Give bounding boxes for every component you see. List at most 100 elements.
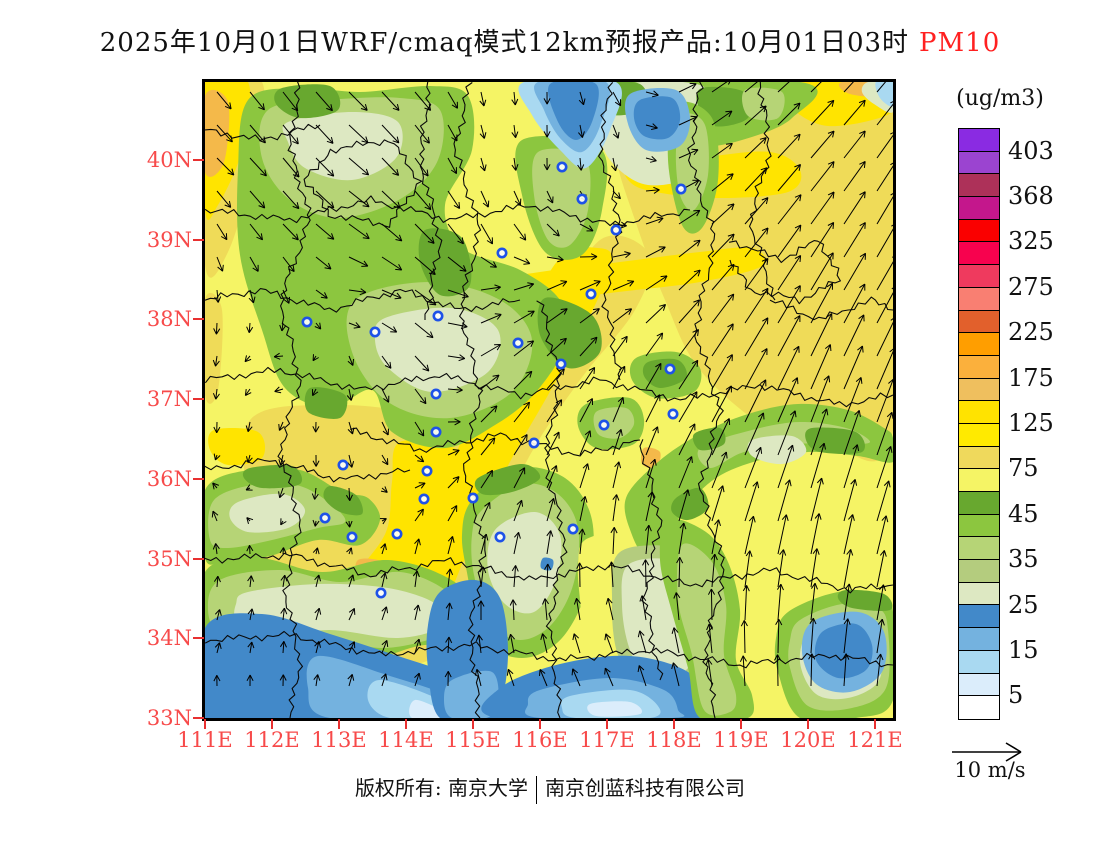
colorbar-segment	[959, 492, 999, 515]
colorbar-segment	[959, 310, 999, 334]
contour-region	[642, 358, 687, 389]
colorbar-tick-label: 175	[1008, 363, 1054, 392]
city-marker	[567, 523, 579, 535]
colorbar-tick-label: 368	[1008, 182, 1054, 211]
lon-tick	[606, 719, 608, 729]
colorbar-segment	[959, 333, 999, 356]
admin-boundary	[350, 427, 641, 457]
lat-tick	[193, 717, 204, 719]
contour-region	[593, 407, 635, 439]
lon-label: 111E	[177, 728, 233, 752]
admin-boundary	[205, 458, 411, 483]
footer-divider	[536, 775, 538, 804]
contour-region	[747, 435, 807, 465]
colorbar-tick-label: 75	[1008, 454, 1039, 483]
contour-region	[205, 89, 230, 177]
colorbar-tick-label: 45	[1008, 499, 1039, 528]
city-marker	[512, 337, 524, 349]
lat-label: 38N	[146, 307, 192, 331]
city-marker	[319, 512, 331, 524]
colorbar-segment	[959, 219, 999, 243]
lon-label: 114E	[378, 728, 434, 752]
lat-label: 36N	[146, 467, 192, 491]
admin-boundary	[303, 139, 423, 228]
city-marker	[496, 247, 508, 259]
colorbar-segment	[959, 605, 999, 629]
admin-boundary	[728, 240, 841, 305]
colorbar-segment	[959, 673, 999, 697]
lon-label: 118E	[646, 728, 702, 752]
colorbar-segment	[959, 514, 999, 538]
city-marker	[555, 358, 567, 370]
lat-tick	[193, 159, 204, 161]
lon-label: 112E	[244, 728, 300, 752]
admin-boundary	[205, 195, 691, 227]
colorbar-tick-label: 35	[1008, 545, 1039, 574]
city-marker	[432, 310, 444, 322]
contour-region	[532, 148, 591, 248]
lon-label: 113E	[311, 728, 367, 752]
colorbar-tick-label: 5	[1008, 681, 1024, 710]
lat-label: 35N	[146, 547, 192, 571]
lon-label: 121E	[847, 728, 903, 752]
city-marker	[301, 316, 313, 328]
colorbar-segment	[959, 242, 999, 266]
colorbar-segment	[959, 197, 999, 220]
lon-label: 117E	[579, 728, 635, 752]
lon-tick	[874, 719, 876, 729]
city-marker	[667, 408, 679, 420]
city-marker	[576, 193, 588, 205]
title-text: 2025年10月01日WRF/cmaq模式12km预报产品:10月01日03时	[99, 28, 910, 58]
contour-region	[274, 84, 341, 119]
lon-tick	[405, 719, 407, 729]
colorbar-segment	[959, 378, 999, 402]
city-marker	[585, 288, 597, 300]
lon-tick	[539, 719, 541, 729]
contour-region	[537, 297, 602, 369]
colorbar-segment	[959, 560, 999, 583]
page-title: 2025年10月01日WRF/cmaq模式12km预报产品:10月01日03时 P…	[0, 22, 1100, 59]
city-marker	[346, 531, 358, 543]
contour-region	[587, 701, 643, 717]
colorbar-segment	[959, 401, 999, 424]
colorbar-tick-label: 325	[1008, 227, 1054, 256]
colorbar-tick-label: 275	[1008, 272, 1054, 301]
colorbar-tick-label: 225	[1008, 318, 1054, 347]
city-marker	[375, 587, 387, 599]
wind-vector-field	[211, 82, 893, 687]
lon-label: 119E	[713, 728, 769, 752]
copyright-footer: 版权所有: 南京大学 南京创蓝科技有限公司	[0, 772, 1100, 804]
contour-region	[374, 307, 501, 393]
city-marker	[421, 465, 433, 477]
admin-boundary	[536, 300, 568, 718]
lon-tick	[271, 719, 273, 729]
lon-tick	[472, 719, 474, 729]
copyright-right: 南京创蓝科技有限公司	[545, 776, 746, 800]
contour-region	[741, 87, 785, 121]
colorbar-segment	[959, 469, 999, 492]
lat-tick	[193, 478, 204, 480]
admin-boundary	[205, 366, 893, 408]
lat-tick	[193, 398, 204, 400]
contour-region	[208, 428, 266, 466]
colorbar-segment	[959, 537, 999, 561]
admin-boundary	[205, 288, 521, 313]
lat-tick	[193, 558, 204, 560]
admin-boundary	[277, 82, 312, 718]
lat-label: 33N	[146, 706, 192, 730]
species-label: PM10	[919, 28, 1001, 58]
colorbar-segment	[959, 650, 999, 674]
lon-tick	[673, 719, 675, 729]
lon-tick	[338, 719, 340, 729]
city-marker	[430, 426, 442, 438]
lon-label: 116E	[512, 728, 568, 752]
city-marker	[494, 531, 506, 543]
lon-tick	[807, 719, 809, 729]
admin-boundary	[639, 439, 664, 681]
contour-region	[633, 96, 681, 140]
contour-region	[323, 485, 363, 516]
lat-label: 34N	[146, 626, 192, 650]
forecast-map	[205, 82, 893, 718]
colorbar-segment	[959, 355, 999, 379]
